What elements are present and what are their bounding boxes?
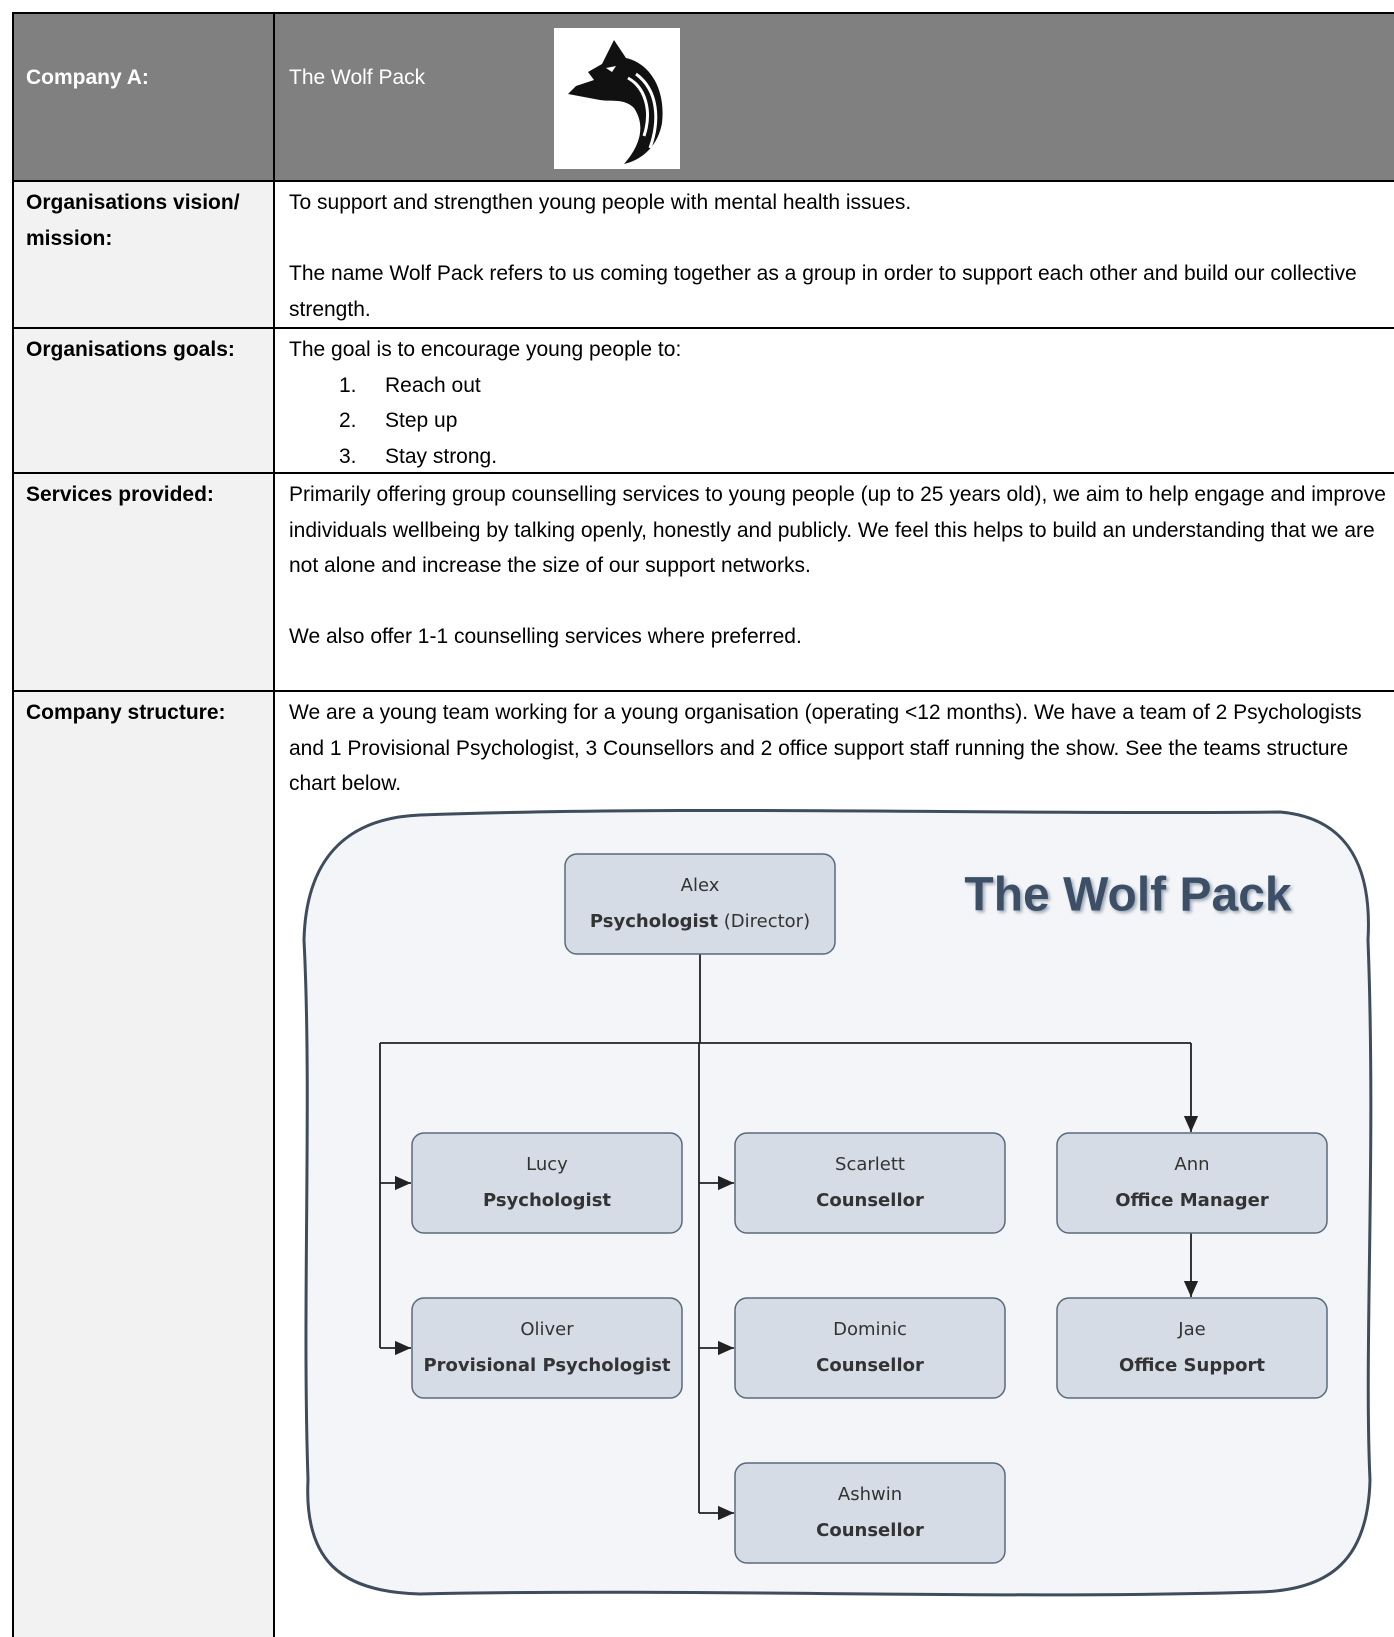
node-label: Alex Psychologist (Director) xyxy=(565,854,835,954)
node-label: Oliver Provisional Psychologist xyxy=(412,1298,682,1398)
node-role: Psychologist xyxy=(589,911,718,932)
node-box xyxy=(411,1132,683,1234)
node-text: Ann Office Manager xyxy=(1057,1133,1327,1233)
node-role: Counsellor xyxy=(816,1190,924,1211)
goal-item: 2. Step up xyxy=(339,403,1392,439)
node-role-line: Psychologist xyxy=(483,1187,611,1215)
row-label: Company structure: xyxy=(12,690,275,1637)
row-content: To support and strengthen young people w… xyxy=(273,180,1394,329)
paragraph: We are a young team working for a young … xyxy=(289,701,1362,795)
node-role: Psychologist xyxy=(482,1190,612,1211)
node-label: Ann Office Manager xyxy=(1057,1133,1327,1233)
node-role-line: Office Manager xyxy=(1115,1187,1269,1215)
node-name: Ann xyxy=(1174,1154,1210,1175)
header-cell: The Wolf Pack xyxy=(273,12,1394,182)
node-name: Alex xyxy=(680,875,720,896)
connectors xyxy=(379,954,1199,1521)
paragraph: The goal is to encourage young people to… xyxy=(289,338,682,361)
node-role: Office Support xyxy=(1119,1355,1265,1376)
paragraph: We also offer 1-1 counselling services w… xyxy=(289,625,802,648)
item-number: 1. xyxy=(339,373,357,397)
goal-item: 1. Reach out xyxy=(339,368,1392,404)
node-box xyxy=(411,1297,683,1399)
node-role: Counsellor xyxy=(816,1355,924,1376)
header-label: Company A: xyxy=(12,12,275,182)
wolf-logo xyxy=(554,28,680,169)
node-label: Jae Office Support xyxy=(1057,1298,1327,1398)
node-name: Scarlett xyxy=(835,1154,905,1175)
node-box xyxy=(734,1297,1006,1399)
node-role-line: Psychologist (Director) xyxy=(590,908,810,936)
item-text: Reach out xyxy=(385,373,481,397)
node-box xyxy=(734,1132,1006,1234)
paragraph: To support and strengthen young people w… xyxy=(289,191,912,214)
row-label: Organisations goals: xyxy=(12,327,275,474)
node-text: Dominic Counsellor xyxy=(735,1298,1005,1398)
node-text: Jae Office Support xyxy=(1057,1298,1327,1398)
item-number: 3. xyxy=(339,444,357,468)
node-role: Provisional Psychologist xyxy=(423,1355,671,1376)
node-label: Ashwin Counsellor xyxy=(735,1463,1005,1563)
node-name: Jae xyxy=(1178,1319,1206,1340)
node-role: Counsellor xyxy=(816,1520,924,1541)
node-text: Lucy Psychologist xyxy=(412,1133,682,1233)
node-note: (Director) xyxy=(723,911,811,932)
node-role: Office Manager xyxy=(1115,1190,1269,1211)
node-text: Ashwin Counsellor xyxy=(735,1463,1005,1563)
node-label: Scarlett Counsellor xyxy=(735,1133,1005,1233)
chart-title: The Wolf Pack xyxy=(964,869,1291,922)
node-role-line: Counsellor xyxy=(816,1352,924,1380)
node-text: Oliver Provisional Psychologist xyxy=(412,1298,682,1398)
node-role-line: Counsellor xyxy=(816,1187,924,1215)
node-label: Lucy Psychologist xyxy=(412,1133,682,1233)
node-name: Lucy xyxy=(526,1154,568,1175)
node-text: Alex Psychologist (Director) xyxy=(565,854,835,954)
node-box xyxy=(564,853,836,955)
company-name: The Wolf Pack xyxy=(289,66,426,89)
node-text: Scarlett Counsellor xyxy=(735,1133,1005,1233)
node-name: Oliver xyxy=(520,1319,574,1340)
node-box xyxy=(1056,1297,1328,1399)
paragraph: Primarily offering group counselling ser… xyxy=(289,483,1386,577)
row-label: Services provided: xyxy=(12,472,275,692)
node-name: Dominic xyxy=(833,1319,907,1340)
node-box xyxy=(1056,1132,1328,1234)
item-number: 2. xyxy=(339,409,357,432)
row-content: We are a young team working for a young … xyxy=(273,690,1394,1637)
node-name: Ashwin xyxy=(837,1484,903,1505)
node-role-line: Counsellor xyxy=(816,1517,924,1545)
item-text: Stay strong. xyxy=(385,444,498,468)
goal-item: 3. Stay strong. xyxy=(339,439,1392,475)
node-role-line: Provisional Psychologist xyxy=(423,1352,670,1380)
node-box xyxy=(734,1462,1006,1564)
paragraph: The name Wolf Pack refers to us coming t… xyxy=(289,262,1357,321)
node-role-line: Office Support xyxy=(1119,1352,1265,1380)
goal-list: 1. Reach out 2. Step up 3. Stay strong. xyxy=(289,368,1392,475)
row-content: Primarily offering group counselling ser… xyxy=(273,472,1394,692)
item-text: Step up xyxy=(385,409,458,432)
node-label: Dominic Counsellor xyxy=(735,1298,1005,1398)
